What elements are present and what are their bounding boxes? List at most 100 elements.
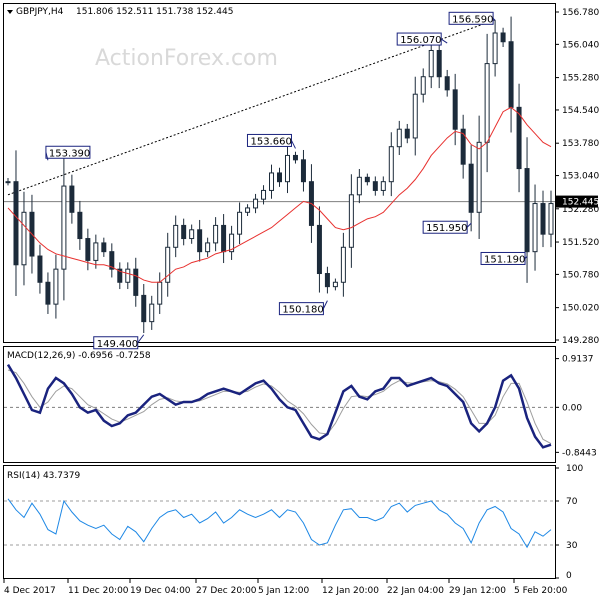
candle-body xyxy=(85,238,91,261)
annotation-label: 151.190 xyxy=(484,254,525,265)
candle xyxy=(524,137,530,283)
candle xyxy=(141,284,147,334)
moving-average-line xyxy=(7,106,552,283)
x-tick-label: 27 Dec 20:00 xyxy=(196,586,257,596)
candle-body xyxy=(348,194,354,248)
annotation-label: 156.590 xyxy=(452,14,493,25)
candle-body xyxy=(133,268,139,296)
candle-body xyxy=(245,207,251,213)
price-y-tick-label: 153.040 xyxy=(562,172,599,182)
price-annotation: 153.390 xyxy=(45,145,91,161)
candle-body xyxy=(197,229,203,253)
annotation-leader xyxy=(466,222,472,228)
candle xyxy=(101,237,107,257)
annotation-label: 156.070 xyxy=(400,35,441,46)
annotation-label: 151.950 xyxy=(426,223,467,234)
candle xyxy=(292,151,298,164)
macd-label: MACD(12,26,9) -0.6956 -0.7258 xyxy=(7,351,151,361)
candle-body xyxy=(261,189,267,200)
candle-body xyxy=(205,242,211,253)
candle-body xyxy=(221,224,227,253)
annotation-leader xyxy=(291,140,296,149)
candle-body xyxy=(460,128,466,165)
rsi-y-tick-label: 70 xyxy=(566,497,578,507)
candle-body xyxy=(532,203,538,253)
price-annotation: 150.180 xyxy=(278,300,328,316)
candle xyxy=(245,204,251,217)
candle xyxy=(269,164,275,199)
candle-body xyxy=(229,233,235,253)
x-tick-label: 19 Dec 04:00 xyxy=(130,586,191,596)
candle xyxy=(340,232,346,297)
candle xyxy=(284,144,290,194)
candle-body xyxy=(340,246,346,283)
candle xyxy=(460,114,466,179)
candle-body xyxy=(37,255,43,283)
candle-body xyxy=(5,181,11,184)
candle-body xyxy=(380,181,386,191)
candle xyxy=(540,190,546,248)
annotation-label: 149.400 xyxy=(97,339,138,350)
rsi-panel-frame xyxy=(3,465,556,579)
candle xyxy=(213,217,219,252)
symbol-dropdown-icon[interactable] xyxy=(7,10,13,14)
candle xyxy=(117,262,123,290)
symbol-label: GBPJPY,H4 xyxy=(16,7,64,17)
candle xyxy=(356,169,362,204)
candle xyxy=(205,237,211,257)
candle-body xyxy=(101,242,107,253)
candle xyxy=(476,115,482,239)
candle xyxy=(444,69,450,97)
macd-y-tick-label: 0.00 xyxy=(562,403,582,413)
annotation-label: 153.660 xyxy=(250,136,291,147)
candle-body xyxy=(173,224,179,248)
candle xyxy=(173,215,179,258)
candle-body xyxy=(468,163,474,213)
candle-body xyxy=(21,211,27,266)
price-y-tick-label: 150.020 xyxy=(562,304,599,314)
price-annotation: 156.590 xyxy=(448,11,496,25)
x-tick-label: 4 Dec 2017 xyxy=(4,586,56,596)
candle xyxy=(452,73,458,146)
price-y-tick-label: 149.280 xyxy=(562,336,599,346)
candle xyxy=(109,243,115,278)
candle xyxy=(5,177,11,186)
candle-body xyxy=(117,268,123,283)
candle xyxy=(404,123,410,144)
x-tick-label: 12 Jan 20:00 xyxy=(322,586,379,596)
annotation-label: 153.390 xyxy=(49,148,90,159)
candle-body xyxy=(516,106,522,170)
candle xyxy=(37,244,43,294)
candle xyxy=(548,190,554,248)
candle xyxy=(332,278,338,291)
candle xyxy=(21,191,27,286)
rsi-y-ticks: 100 70 30 0 xyxy=(555,464,583,581)
candle-body xyxy=(181,224,187,240)
candle xyxy=(77,200,83,250)
annotation-leader xyxy=(440,38,448,44)
candle xyxy=(364,173,370,186)
candle-body xyxy=(316,224,322,275)
candle-body xyxy=(189,229,195,240)
annotation-leader xyxy=(524,256,528,259)
candle-body xyxy=(436,49,442,78)
price-y-tick-label: 154.540 xyxy=(562,106,599,116)
macd-signal-line xyxy=(7,369,552,445)
candle-body xyxy=(372,181,378,191)
macd-y-tick-label: -0.8443 xyxy=(562,448,597,458)
candle-body xyxy=(508,41,514,108)
candle xyxy=(229,225,235,260)
candle-body xyxy=(356,176,362,196)
candle-body xyxy=(500,32,506,43)
candle-body xyxy=(277,172,282,183)
candle xyxy=(165,232,171,297)
annotation-label: 150.180 xyxy=(282,305,323,316)
candle xyxy=(85,228,91,271)
current-price-label: 152.445 xyxy=(562,198,599,208)
candle xyxy=(492,20,498,77)
candle xyxy=(380,176,386,196)
candle xyxy=(133,257,139,307)
candle xyxy=(53,254,59,319)
candle-body xyxy=(388,146,394,183)
